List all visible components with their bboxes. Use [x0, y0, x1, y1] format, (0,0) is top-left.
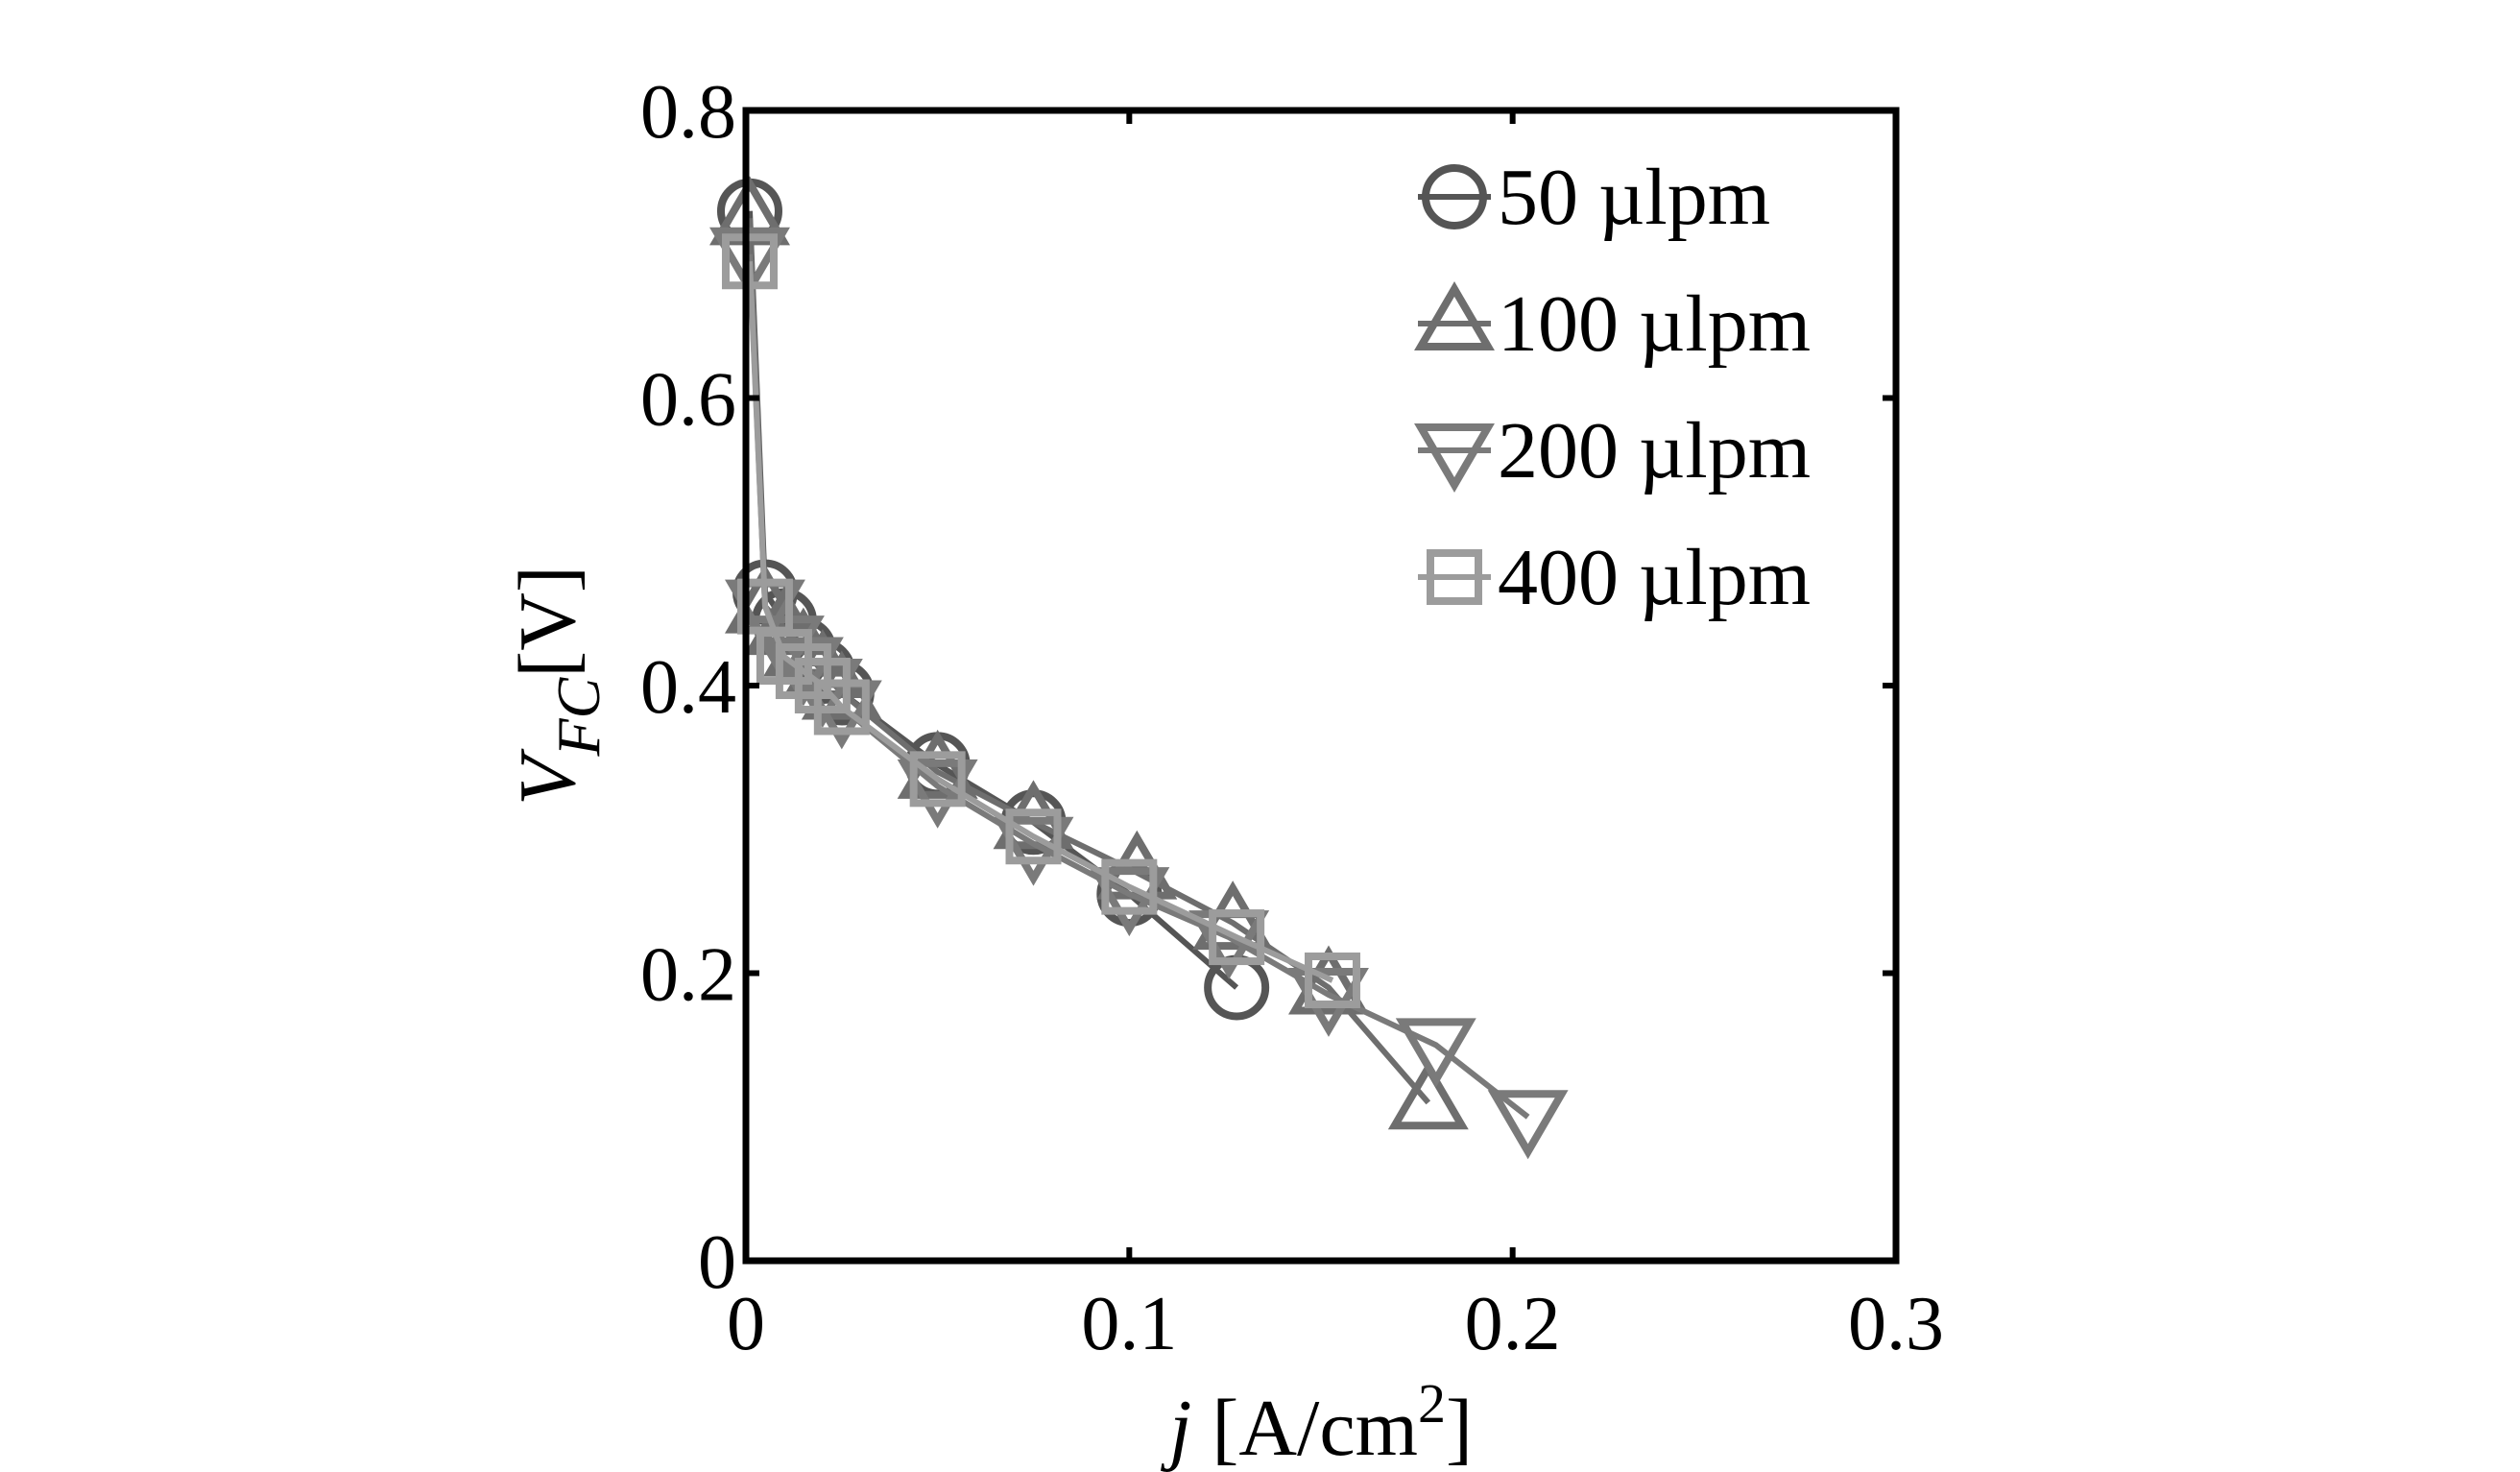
y-axis-label: VFC[V] — [503, 566, 612, 806]
data-point — [709, 227, 790, 297]
legend-label: 50 µlpm — [1498, 153, 1770, 242]
series-1 — [716, 178, 1270, 1021]
legend-marker — [1427, 549, 1482, 605]
legend-item: 200 µlpm — [1414, 406, 1811, 495]
data-point — [1209, 909, 1265, 966]
legend-label: 200 µlpm — [1498, 406, 1811, 495]
x-axis-label-close: ] — [1446, 1384, 1473, 1472]
data-point — [775, 643, 831, 700]
y-axis-label-subscript: FC — [544, 676, 612, 757]
data-point — [721, 233, 778, 290]
legend-marker — [1414, 281, 1495, 350]
x-tick-label: 0 — [727, 1282, 765, 1366]
legend: 50 µlpm 100 µlpm 200 µlpm 400 µlpm — [1414, 153, 1811, 622]
plot-area: 0 0.1 0.2 0.3 0 0.2 0.4 0.6 0.8 — [640, 70, 1944, 1366]
data-point — [1204, 954, 1270, 1021]
data-point — [709, 176, 790, 246]
data-point — [993, 816, 1074, 886]
x-axis-label-text: [A/cm — [1191, 1384, 1418, 1472]
legend-item: 100 µlpm — [1414, 279, 1811, 369]
series-layer — [709, 176, 1569, 1160]
data-point — [1487, 1090, 1569, 1160]
series-4 — [721, 233, 1360, 1008]
y-tick-label: 0.4 — [640, 645, 736, 730]
legend-label: 400 µlpm — [1498, 533, 1811, 622]
x-axis-label-italic: j — [1161, 1384, 1191, 1472]
data-point — [1304, 952, 1360, 1008]
x-tick-label: 0.2 — [1465, 1282, 1561, 1366]
y-axis-label-unit: [V] — [503, 566, 592, 678]
data-point — [1089, 867, 1170, 937]
data-point — [1101, 858, 1158, 915]
data-point — [1005, 808, 1062, 865]
y-axis-label-italic: V — [503, 748, 592, 806]
x-axis-label: j [A/cm2] — [1161, 1372, 1473, 1472]
legend-label: 100 µlpm — [1498, 279, 1811, 369]
x-axis-label-superscript: 2 — [1418, 1372, 1446, 1435]
x-tick-label: 0.1 — [1081, 1282, 1177, 1366]
data-point — [1387, 1060, 1469, 1130]
legend-item: 50 µlpm — [1418, 153, 1770, 242]
legend-marker — [1414, 423, 1495, 493]
data-point — [756, 629, 812, 686]
data-point — [813, 679, 870, 736]
y-tick-label: 0 — [698, 1220, 736, 1305]
data-point — [909, 751, 966, 808]
y-tick-label: 0.8 — [640, 70, 736, 155]
data-point — [1395, 1018, 1476, 1088]
x-tick-label: 0.3 — [1848, 1282, 1944, 1366]
legend-marker — [1422, 164, 1487, 229]
legend-item: 400 µlpm — [1418, 533, 1811, 622]
ticks-layer: 0 0.1 0.2 0.3 0 0.2 0.4 0.6 0.8 — [640, 70, 1944, 1366]
data-point — [762, 637, 844, 707]
y-tick-label: 0.6 — [640, 358, 736, 443]
y-tick-label: 0.2 — [640, 933, 736, 1018]
